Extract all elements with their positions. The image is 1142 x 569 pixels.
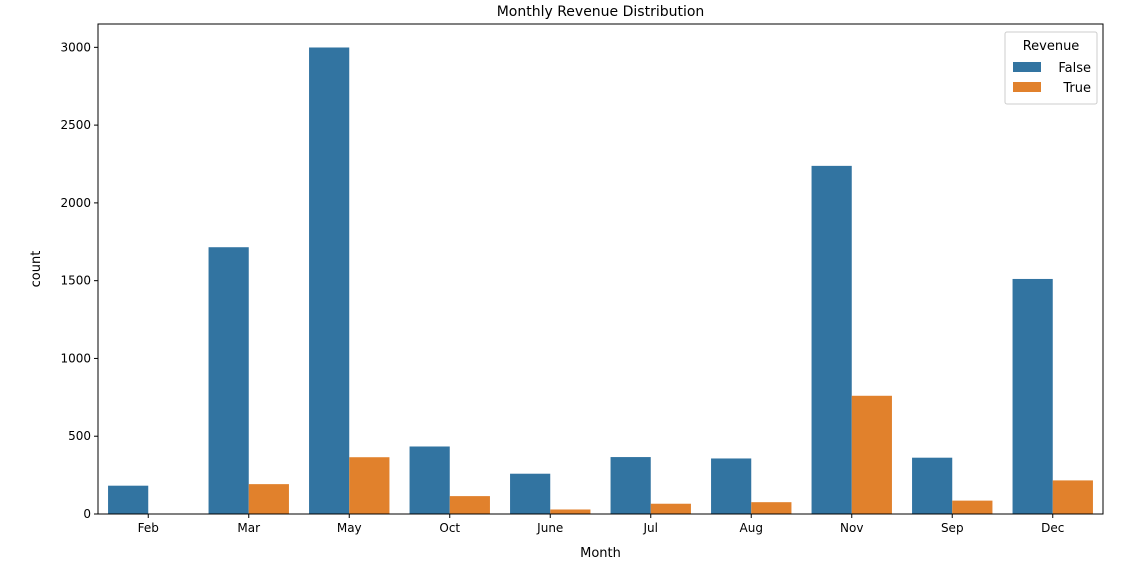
bar-false-jul: [610, 457, 651, 514]
bar-false-dec: [1012, 278, 1053, 514]
y-tick-label: 1500: [60, 274, 91, 288]
legend: Revenue False True: [1004, 31, 1098, 105]
bar-true-nov: [851, 395, 892, 514]
bar-true-oct: [449, 496, 490, 514]
x-axis-ticks: Feb Mar May Oct June Jul Aug Nov Sep Dec: [138, 514, 1064, 535]
chart-title: Monthly Revenue Distribution: [497, 4, 705, 20]
y-tick-label: 2500: [60, 118, 91, 132]
bar-false-oct: [409, 446, 450, 514]
bar-true-june: [550, 509, 591, 514]
x-tick-label: Aug: [740, 521, 763, 535]
y-tick-label: 1000: [60, 351, 91, 365]
bar-true-aug: [751, 502, 792, 514]
x-tick-label: Mar: [237, 521, 260, 535]
x-tick-label: Jul: [643, 521, 658, 535]
x-tick-label: May: [337, 521, 362, 535]
bar-true-may: [349, 457, 390, 514]
legend-label-true: True: [1062, 81, 1091, 96]
bar-false-sep: [912, 457, 953, 514]
legend-swatch-false: [1013, 62, 1041, 72]
x-tick-label: Oct: [439, 521, 460, 535]
bar-true-mar: [248, 484, 289, 514]
x-tick-label: June: [536, 521, 563, 535]
bar-false-aug: [711, 458, 752, 514]
legend-title: Revenue: [1023, 39, 1080, 54]
legend-label-false: False: [1058, 61, 1091, 76]
legend-swatch-true: [1013, 82, 1041, 92]
y-tick-label: 2000: [60, 196, 91, 210]
plot-frame: [97, 23, 1104, 515]
x-axis-label: Month: [580, 546, 621, 561]
bar-false-feb: [108, 485, 149, 514]
y-axis-label: count: [29, 251, 44, 288]
bar-true-dec: [1052, 480, 1093, 514]
bar-true-jul: [650, 503, 691, 514]
legend-items: False True: [1013, 61, 1091, 96]
y-tick-label: 500: [68, 429, 91, 443]
bar-true-sep: [952, 500, 993, 514]
y-tick-label: 3000: [60, 40, 91, 54]
x-tick-label: Feb: [138, 521, 159, 535]
bar-false-june: [510, 473, 551, 514]
x-tick-label: Dec: [1041, 521, 1064, 535]
bar-false-nov: [811, 165, 852, 514]
bar-false-mar: [208, 247, 249, 514]
y-axis-ticks: 0 500 1000 1500 2000 2500 3000: [60, 40, 98, 521]
x-tick-label: Sep: [941, 521, 964, 535]
bars-group: [108, 47, 1093, 514]
bar-false-may: [309, 47, 350, 514]
y-tick-label: 0: [83, 507, 91, 521]
x-tick-label: Nov: [840, 521, 863, 535]
